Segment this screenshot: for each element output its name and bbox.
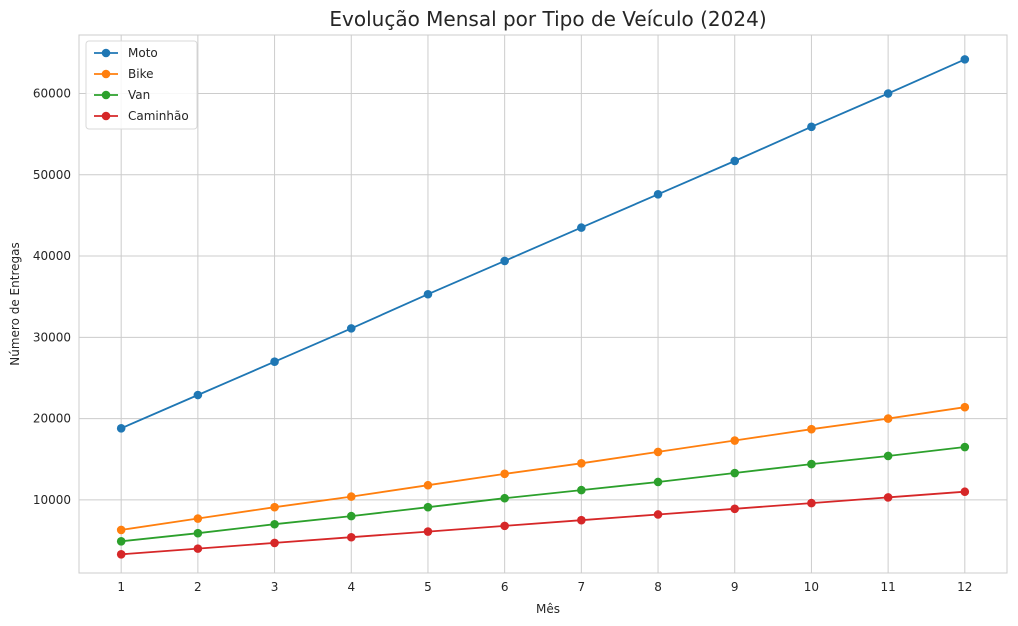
data-point xyxy=(193,544,203,553)
x-tick-label: 6 xyxy=(501,580,509,594)
data-point xyxy=(346,532,356,542)
x-tick-label: 11 xyxy=(880,580,895,594)
plot-frame xyxy=(78,34,1008,574)
data-point xyxy=(116,424,126,433)
legend-item: Moto xyxy=(94,46,158,60)
data-point xyxy=(730,468,740,478)
data-point xyxy=(270,519,279,529)
data-point xyxy=(116,550,126,559)
x-tick-label: 9 xyxy=(731,580,739,594)
data-point xyxy=(653,189,663,199)
x-axis-title: Mês xyxy=(536,602,560,616)
data-point xyxy=(807,424,816,434)
y-tick-label: 20000 xyxy=(33,412,71,426)
data-point xyxy=(883,414,893,423)
data-point xyxy=(270,357,279,367)
data-point xyxy=(807,459,816,469)
data-point xyxy=(883,451,893,461)
data-point xyxy=(500,469,509,479)
data-point xyxy=(270,538,279,548)
chart-title: Evolução Mensal por Tipo de Veículo (202… xyxy=(329,7,766,31)
data-point xyxy=(116,525,126,535)
data-point xyxy=(730,436,740,445)
data-point xyxy=(883,89,893,98)
data-point xyxy=(423,480,433,490)
data-point xyxy=(653,510,663,519)
series-line xyxy=(120,58,966,430)
legend-marker xyxy=(101,90,111,100)
data-point xyxy=(960,402,970,412)
data-point xyxy=(653,477,663,487)
series-line xyxy=(121,406,965,531)
legend-item: Caminhão xyxy=(94,109,189,123)
data-point xyxy=(346,492,356,501)
data-point xyxy=(577,223,586,232)
data-point xyxy=(577,458,586,468)
data-point xyxy=(500,493,509,503)
y-tick-label: 50000 xyxy=(33,168,71,182)
data-point xyxy=(346,324,356,333)
data-point xyxy=(193,528,203,538)
data-point xyxy=(653,447,663,457)
y-tick-label: 30000 xyxy=(33,330,71,344)
legend-item: Van xyxy=(94,88,150,102)
x-tick-label: 10 xyxy=(804,580,819,594)
x-tick-label: 8 xyxy=(654,580,662,594)
x-tick-label: 2 xyxy=(194,580,202,594)
series-moto xyxy=(116,55,970,433)
y-tick-label: 10000 xyxy=(33,493,71,507)
y-tick-label: 60000 xyxy=(33,87,71,101)
series-caminh-o xyxy=(116,487,970,559)
data-point xyxy=(960,55,970,64)
legend-box xyxy=(85,40,198,130)
series-bike xyxy=(116,402,970,535)
legend-marker xyxy=(101,48,111,58)
y-axis-title: Número de Entregas xyxy=(8,242,22,365)
legend: Moto Bike Van Caminhão xyxy=(85,40,198,130)
data-point xyxy=(807,498,816,508)
data-point xyxy=(423,502,433,512)
legend-marker xyxy=(101,111,111,121)
x-tick-label: 7 xyxy=(578,580,586,594)
x-tick-label: 4 xyxy=(347,580,355,594)
y-tick-label: 40000 xyxy=(33,249,71,263)
data-point xyxy=(193,514,203,523)
data-point xyxy=(270,502,279,512)
x-tick-label: 3 xyxy=(271,580,279,594)
data-point xyxy=(423,289,433,299)
x-tick-label: 12 xyxy=(957,580,972,594)
legend-item: Bike xyxy=(94,67,153,81)
x-tick-label: 5 xyxy=(424,580,432,594)
data-point xyxy=(807,122,816,132)
plot-area: 1 2 3 4 5 6 7 8 9 10 11 121000020000300004000050000… xyxy=(33,34,1008,594)
data-point xyxy=(346,511,356,521)
data-point xyxy=(960,442,970,452)
x-tick-label: 1 xyxy=(117,580,125,594)
data-point xyxy=(116,537,126,546)
legend-label: Moto xyxy=(128,46,158,60)
series-van xyxy=(116,442,970,546)
data-point xyxy=(730,504,740,514)
data-point xyxy=(883,493,893,502)
data-point xyxy=(577,485,586,495)
legend-label: Caminhão xyxy=(128,109,189,123)
data-point xyxy=(577,515,586,525)
data-point xyxy=(730,156,740,166)
series-line xyxy=(121,490,965,556)
series-line xyxy=(121,446,965,543)
data-point xyxy=(960,487,970,497)
legend-label: Van xyxy=(128,88,150,102)
data-point xyxy=(193,390,203,400)
data-point xyxy=(500,521,509,531)
legend-marker xyxy=(101,69,111,79)
legend-label: Bike xyxy=(128,67,153,81)
data-point xyxy=(423,527,433,536)
data-point xyxy=(500,256,509,266)
